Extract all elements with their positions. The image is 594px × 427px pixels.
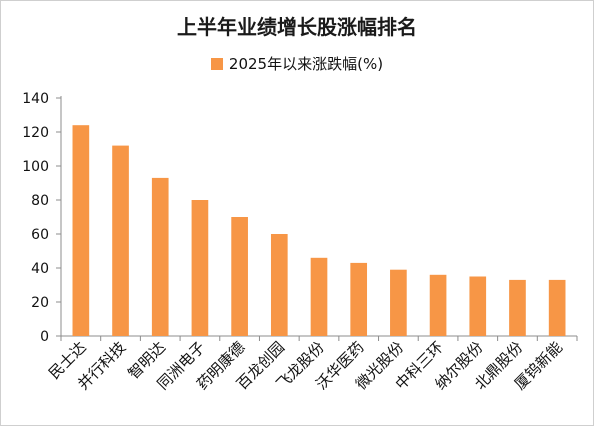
bar (429, 274, 447, 336)
y-tick-label: 120 (22, 125, 49, 141)
bar (548, 279, 566, 336)
y-tick-label: 60 (31, 227, 49, 243)
legend-swatch (210, 57, 223, 70)
chart-title: 上半年业绩增长股涨幅排名 (177, 15, 417, 39)
bar (469, 276, 487, 336)
bar (270, 234, 288, 336)
y-tick-label: 140 (22, 91, 49, 107)
bar (112, 145, 129, 336)
legend-label: 2025年以来涨跌幅(%) (228, 55, 384, 73)
bar (390, 269, 407, 336)
bar (151, 177, 169, 336)
y-tick-label: 20 (31, 295, 49, 311)
bar (72, 125, 90, 336)
y-tick-label: 0 (40, 329, 49, 345)
legend: 2025年以来涨跌幅(%) (1, 53, 593, 74)
bar (310, 257, 328, 336)
bar (350, 262, 368, 336)
bar (509, 279, 526, 336)
y-tick-label: 80 (31, 193, 49, 209)
bar (191, 200, 209, 336)
bar (231, 217, 248, 336)
y-tick-label: 40 (31, 261, 49, 277)
y-tick-label: 100 (22, 159, 49, 175)
